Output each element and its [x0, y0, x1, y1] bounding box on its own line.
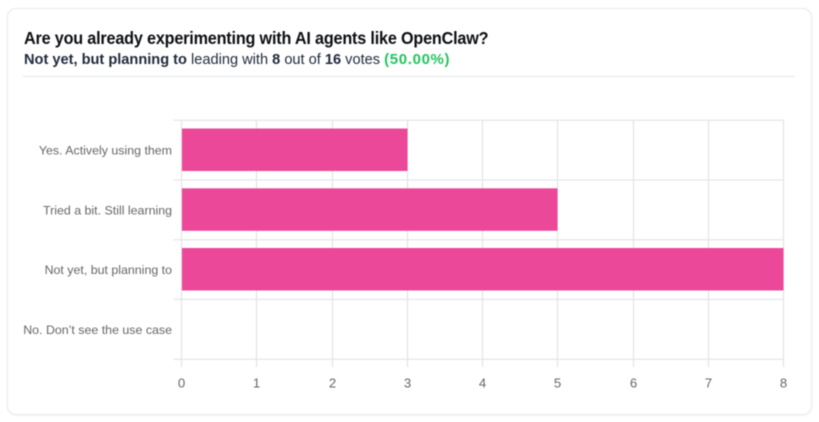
- svg-text:1: 1: [253, 376, 260, 391]
- svg-text:Not yet, but planning to: Not yet, but planning to: [45, 263, 173, 277]
- svg-text:6: 6: [630, 376, 637, 391]
- svg-text:2: 2: [329, 376, 336, 391]
- svg-text:Tried a bit. Still learning: Tried a bit. Still learning: [43, 203, 172, 217]
- svg-text:5: 5: [554, 376, 561, 391]
- svg-text:8: 8: [780, 376, 787, 391]
- svg-text:0: 0: [178, 376, 185, 391]
- svg-text:No. Don’t see the use case: No. Don’t see the use case: [23, 323, 172, 337]
- svg-text:4: 4: [479, 376, 486, 391]
- svg-text:3: 3: [404, 376, 411, 391]
- svg-text:7: 7: [705, 376, 712, 391]
- svg-text:Yes. Actively using them: Yes. Actively using them: [39, 143, 172, 157]
